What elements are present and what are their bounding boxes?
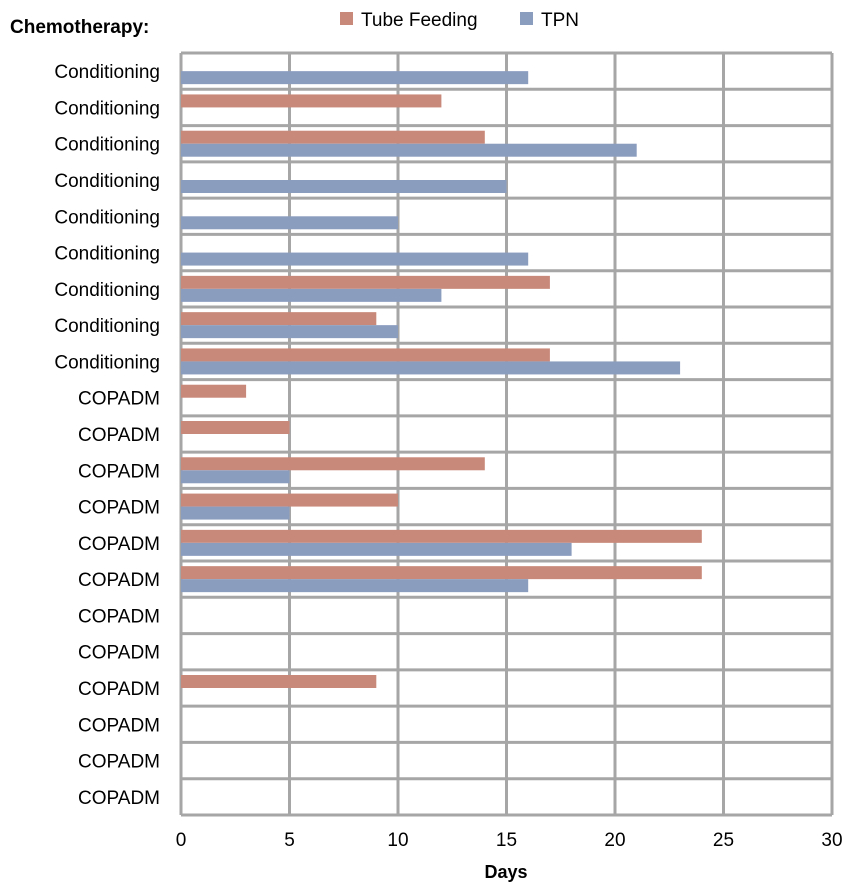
bar-tpn (181, 506, 290, 520)
category-label: Conditioning (54, 98, 160, 119)
bar-tube-feeding (181, 421, 290, 434)
category-label: Conditioning (54, 352, 160, 373)
bar-tpn (181, 579, 529, 593)
category-label: COPADM (78, 788, 160, 809)
x-axis-title: Days (484, 862, 527, 882)
bar-tpn (181, 216, 398, 230)
category-label: COPADM (78, 715, 160, 736)
bar-tpn (181, 180, 507, 193)
category-label: COPADM (78, 534, 160, 555)
bar-tube-feeding (181, 384, 247, 398)
x-tick-label: 20 (604, 830, 625, 851)
bar-tpn (181, 143, 637, 157)
category-label: Conditioning (54, 316, 160, 337)
bar-tpn (181, 361, 681, 375)
x-tick-labels: 0 5 10 15 20 25 30 (176, 830, 843, 851)
category-label: Conditioning (54, 62, 160, 83)
category-label: Conditioning (54, 171, 160, 192)
category-label: COPADM (78, 679, 160, 700)
bar-tube-feeding (181, 457, 485, 471)
category-label: COPADM (78, 389, 160, 410)
x-tick-label: 15 (496, 830, 517, 851)
category-label: COPADM (78, 643, 160, 664)
x-tick-label: 30 (821, 830, 842, 851)
category-label: COPADM (78, 606, 160, 627)
category-labels: Conditioning Conditioning Conditioning Cond… (54, 62, 160, 809)
category-label: Conditioning (54, 135, 160, 156)
x-tick-label: 10 (387, 830, 408, 851)
x-tick-label: 25 (713, 830, 734, 851)
legend-swatch-tpn (520, 12, 533, 25)
bar-tube-feeding (181, 493, 398, 507)
bar-tube-feeding (181, 529, 702, 543)
x-tick-label: 0 (176, 830, 187, 851)
legend-swatch-tube-feeding (340, 12, 353, 25)
bar-tube-feeding (181, 130, 485, 144)
bar-tpn (181, 71, 529, 85)
bar-tpn (181, 470, 290, 484)
bar-tpn (181, 252, 529, 266)
category-label: COPADM (78, 752, 160, 773)
bar-tube-feeding (181, 312, 377, 326)
category-label: COPADM (78, 461, 160, 482)
bar-tube-feeding (181, 348, 550, 362)
category-label: Conditioning (54, 207, 160, 228)
legend-label-tpn: TPN (541, 10, 579, 31)
x-tick-label: 5 (284, 830, 295, 851)
bar-tpn (181, 542, 572, 556)
bar-tube-feeding (181, 675, 377, 688)
y-axis-title: Chemotherapy: (10, 17, 149, 38)
category-label: Conditioning (54, 244, 160, 265)
bars (181, 71, 702, 688)
grid (179, 51, 834, 817)
bar-tube-feeding (181, 275, 550, 289)
bar-tpn (181, 288, 442, 302)
category-label: Conditioning (54, 280, 160, 301)
legend-label-tube-feeding: Tube Feeding (361, 10, 478, 31)
category-label: COPADM (78, 498, 160, 519)
category-label: COPADM (78, 570, 160, 591)
bar-tube-feeding (181, 94, 442, 108)
legend: Tube Feeding TPN (340, 10, 579, 31)
bar-tube-feeding (181, 566, 702, 580)
bar-tpn (181, 325, 398, 339)
category-label: COPADM (78, 425, 160, 446)
